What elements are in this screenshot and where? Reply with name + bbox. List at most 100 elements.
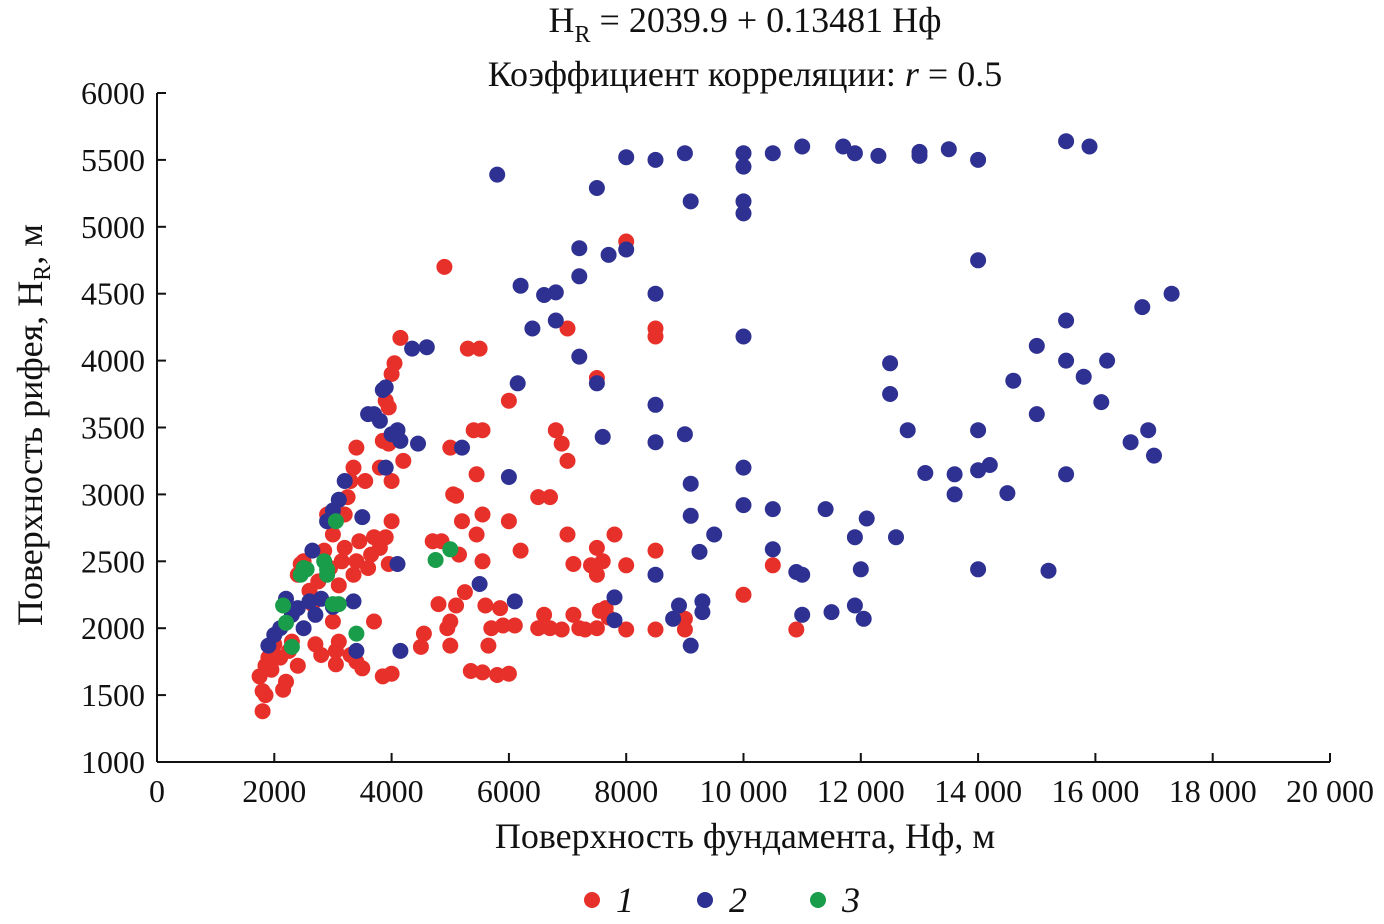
data-point-series-1 (565, 556, 582, 572)
legend-label-3: 3 (841, 880, 860, 920)
data-point-series-2 (1005, 372, 1022, 389)
data-point-series-1 (324, 613, 341, 630)
data-point-series-2 (571, 348, 588, 365)
data-point-series-1 (430, 596, 447, 613)
data-point-series-2 (846, 597, 863, 614)
data-point-series-3 (327, 513, 344, 530)
data-point-series-2 (377, 459, 394, 476)
data-point-series-1 (383, 665, 400, 682)
data-point-series-2 (970, 561, 987, 578)
data-point-series-2 (512, 277, 529, 294)
data-point-series-2 (606, 612, 623, 629)
data-point-series-1 (448, 597, 465, 614)
legend-marker-3 (810, 892, 826, 908)
data-point-series-2 (846, 529, 863, 546)
data-point-series-1 (254, 703, 271, 720)
data-point-series-1 (559, 320, 576, 337)
data-point-series-2 (855, 610, 872, 627)
data-point-series-1 (354, 660, 371, 677)
x-tick-label: 6000 (477, 773, 541, 809)
data-point-series-1 (542, 489, 558, 506)
data-point-series-1 (542, 620, 558, 637)
data-point-series-2 (336, 473, 353, 489)
data-point-series-1 (588, 566, 605, 583)
data-point-series-2 (735, 497, 752, 514)
title-lhs-main: H (549, 0, 575, 40)
data-point-series-1 (386, 355, 403, 372)
data-point-series-2 (888, 529, 904, 546)
data-point-series-1 (327, 656, 344, 673)
y-tick-label: 6000 (81, 75, 145, 111)
data-point-series-1 (471, 340, 488, 357)
data-point-series-2 (345, 593, 362, 610)
data-point-series-2 (1146, 447, 1162, 464)
data-point-series-1 (459, 340, 476, 357)
data-point-series-2 (846, 145, 863, 162)
data-point-series-1 (553, 621, 570, 638)
x-axis-label: Поверхность фундамента, Нф, м (495, 816, 995, 856)
data-point-series-1 (577, 621, 594, 638)
data-point-series-3 (427, 552, 444, 568)
data-point-series-2 (1134, 299, 1151, 316)
data-point-series-2 (682, 475, 699, 492)
data-point-series-1 (360, 560, 377, 576)
data-point-series-1 (606, 526, 623, 543)
data-point-series-2 (882, 386, 899, 402)
data-point-series-1 (474, 506, 491, 523)
data-point-series-2 (735, 145, 752, 162)
subtitle-prefix: Коэффициент корреляции: (488, 54, 905, 94)
data-point-series-2 (600, 246, 617, 263)
data-point-series-2 (940, 141, 957, 158)
data-point-series-1 (500, 513, 517, 530)
data-point-series-2 (870, 147, 887, 164)
data-point-series-2 (1099, 352, 1116, 369)
data-point-series-2 (1058, 133, 1075, 150)
data-point-series-1 (474, 422, 491, 439)
data-point-series-1 (392, 329, 409, 346)
data-point-series-1 (618, 557, 635, 574)
data-point-series-2 (404, 340, 421, 357)
data-point-series-1 (500, 392, 517, 409)
data-point-series-2 (289, 600, 306, 617)
data-point-series-2 (1028, 406, 1045, 423)
data-point-series-3 (298, 561, 315, 578)
data-point-series-2 (647, 151, 664, 168)
data-point-series-1 (313, 647, 330, 663)
data-point-series-1 (618, 621, 635, 638)
data-point-series-1 (536, 606, 553, 623)
data-point-series-2 (735, 158, 752, 175)
data-point-series-1 (647, 328, 664, 345)
data-point-series-1 (547, 422, 564, 439)
data-point-series-1 (676, 621, 693, 638)
data-point-series-2 (676, 426, 693, 443)
x-tick-label: 4000 (360, 773, 424, 809)
data-point-series-2 (835, 138, 852, 155)
data-point-series-2 (330, 491, 347, 508)
data-point-series-1 (380, 399, 397, 416)
ylabel-prefix: Поверхность рифея, H (10, 281, 50, 626)
data-point-series-1 (348, 439, 365, 456)
data-point-series-2 (691, 543, 708, 560)
x-tick-label: 18 000 (1169, 773, 1257, 809)
data-point-series-1 (278, 673, 294, 690)
data-point-series-2 (852, 561, 869, 578)
data-point-series-1 (383, 473, 400, 489)
data-point-series-1 (530, 489, 547, 506)
data-point-series-1 (442, 637, 459, 654)
data-point-series-2 (506, 593, 523, 610)
data-point-series-2 (618, 149, 635, 166)
data-point-series-2 (392, 432, 409, 449)
data-point-series-1 (735, 586, 752, 603)
data-point-series-1 (468, 466, 485, 483)
data-point-series-1 (553, 435, 570, 452)
data-point-series-2 (588, 375, 605, 392)
data-point-series-2 (348, 642, 365, 659)
data-point-series-2 (1058, 312, 1075, 329)
y-tick-label: 5500 (81, 142, 145, 178)
data-point-series-1 (647, 542, 664, 559)
data-point-series-2 (1040, 562, 1057, 579)
x-tick-label: 12 000 (817, 773, 905, 809)
x-axis-ticks: 0 2000 4000 6000 8000 10 000 12 000 14 000 16 00… (149, 753, 1374, 809)
data-point-series-2 (794, 138, 811, 155)
